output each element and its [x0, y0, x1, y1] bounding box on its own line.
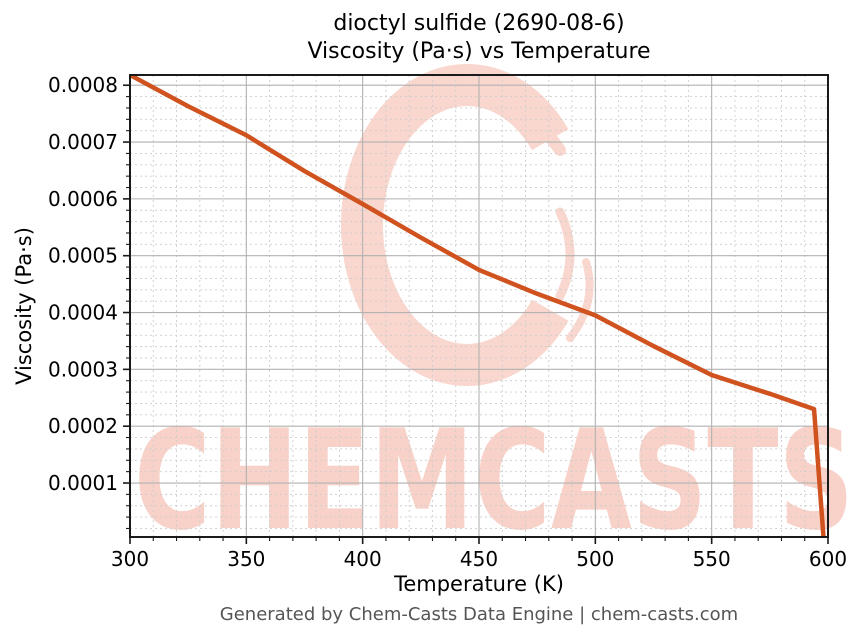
tick-label-x: 550	[693, 547, 731, 571]
tick-label-y: 0.0004	[48, 301, 118, 325]
watermark-logo-swoosh-icon	[566, 258, 594, 342]
tick-label-y: 0.0003	[48, 357, 118, 381]
chart-title-line1: dioctyl sulfide (2690-08-6)	[333, 11, 625, 36]
watermark-logo-swoosh-icon	[555, 207, 575, 301]
tick-label-y: 0.0008	[48, 73, 118, 97]
chart-title: dioctyl sulfide (2690-08-6) Viscosity (P…	[130, 10, 828, 66]
series-line-viscosity	[130, 75, 826, 537]
watermark-text: CHEMCASTS	[134, 400, 854, 561]
watermark-logo-swoosh-icon	[434, 91, 566, 156]
y-axis-label: Viscosity (Pa·s)	[12, 227, 36, 385]
tick-label-y: 0.0005	[48, 244, 118, 268]
tick-label-y: 0.0006	[48, 187, 118, 211]
tick-label-x: 600	[809, 547, 847, 571]
tick-label-x: 500	[576, 547, 614, 571]
tick-label-y: 0.0002	[48, 414, 118, 438]
tick-label-y: 0.0001	[48, 471, 118, 495]
tick-label-x: 300	[111, 547, 149, 571]
footer-text: Generated by Chem-Casts Data Engine | ch…	[219, 604, 739, 625]
x-axis-label: Temperature (K)	[394, 572, 564, 596]
tick-label-y: 0.0007	[48, 130, 118, 154]
tick-label-x: 400	[344, 547, 382, 571]
chart-title-line2: Viscosity (Pa·s) vs Temperature	[307, 39, 651, 64]
tick-label-x: 350	[227, 547, 265, 571]
tick-label-x: 450	[460, 547, 498, 571]
